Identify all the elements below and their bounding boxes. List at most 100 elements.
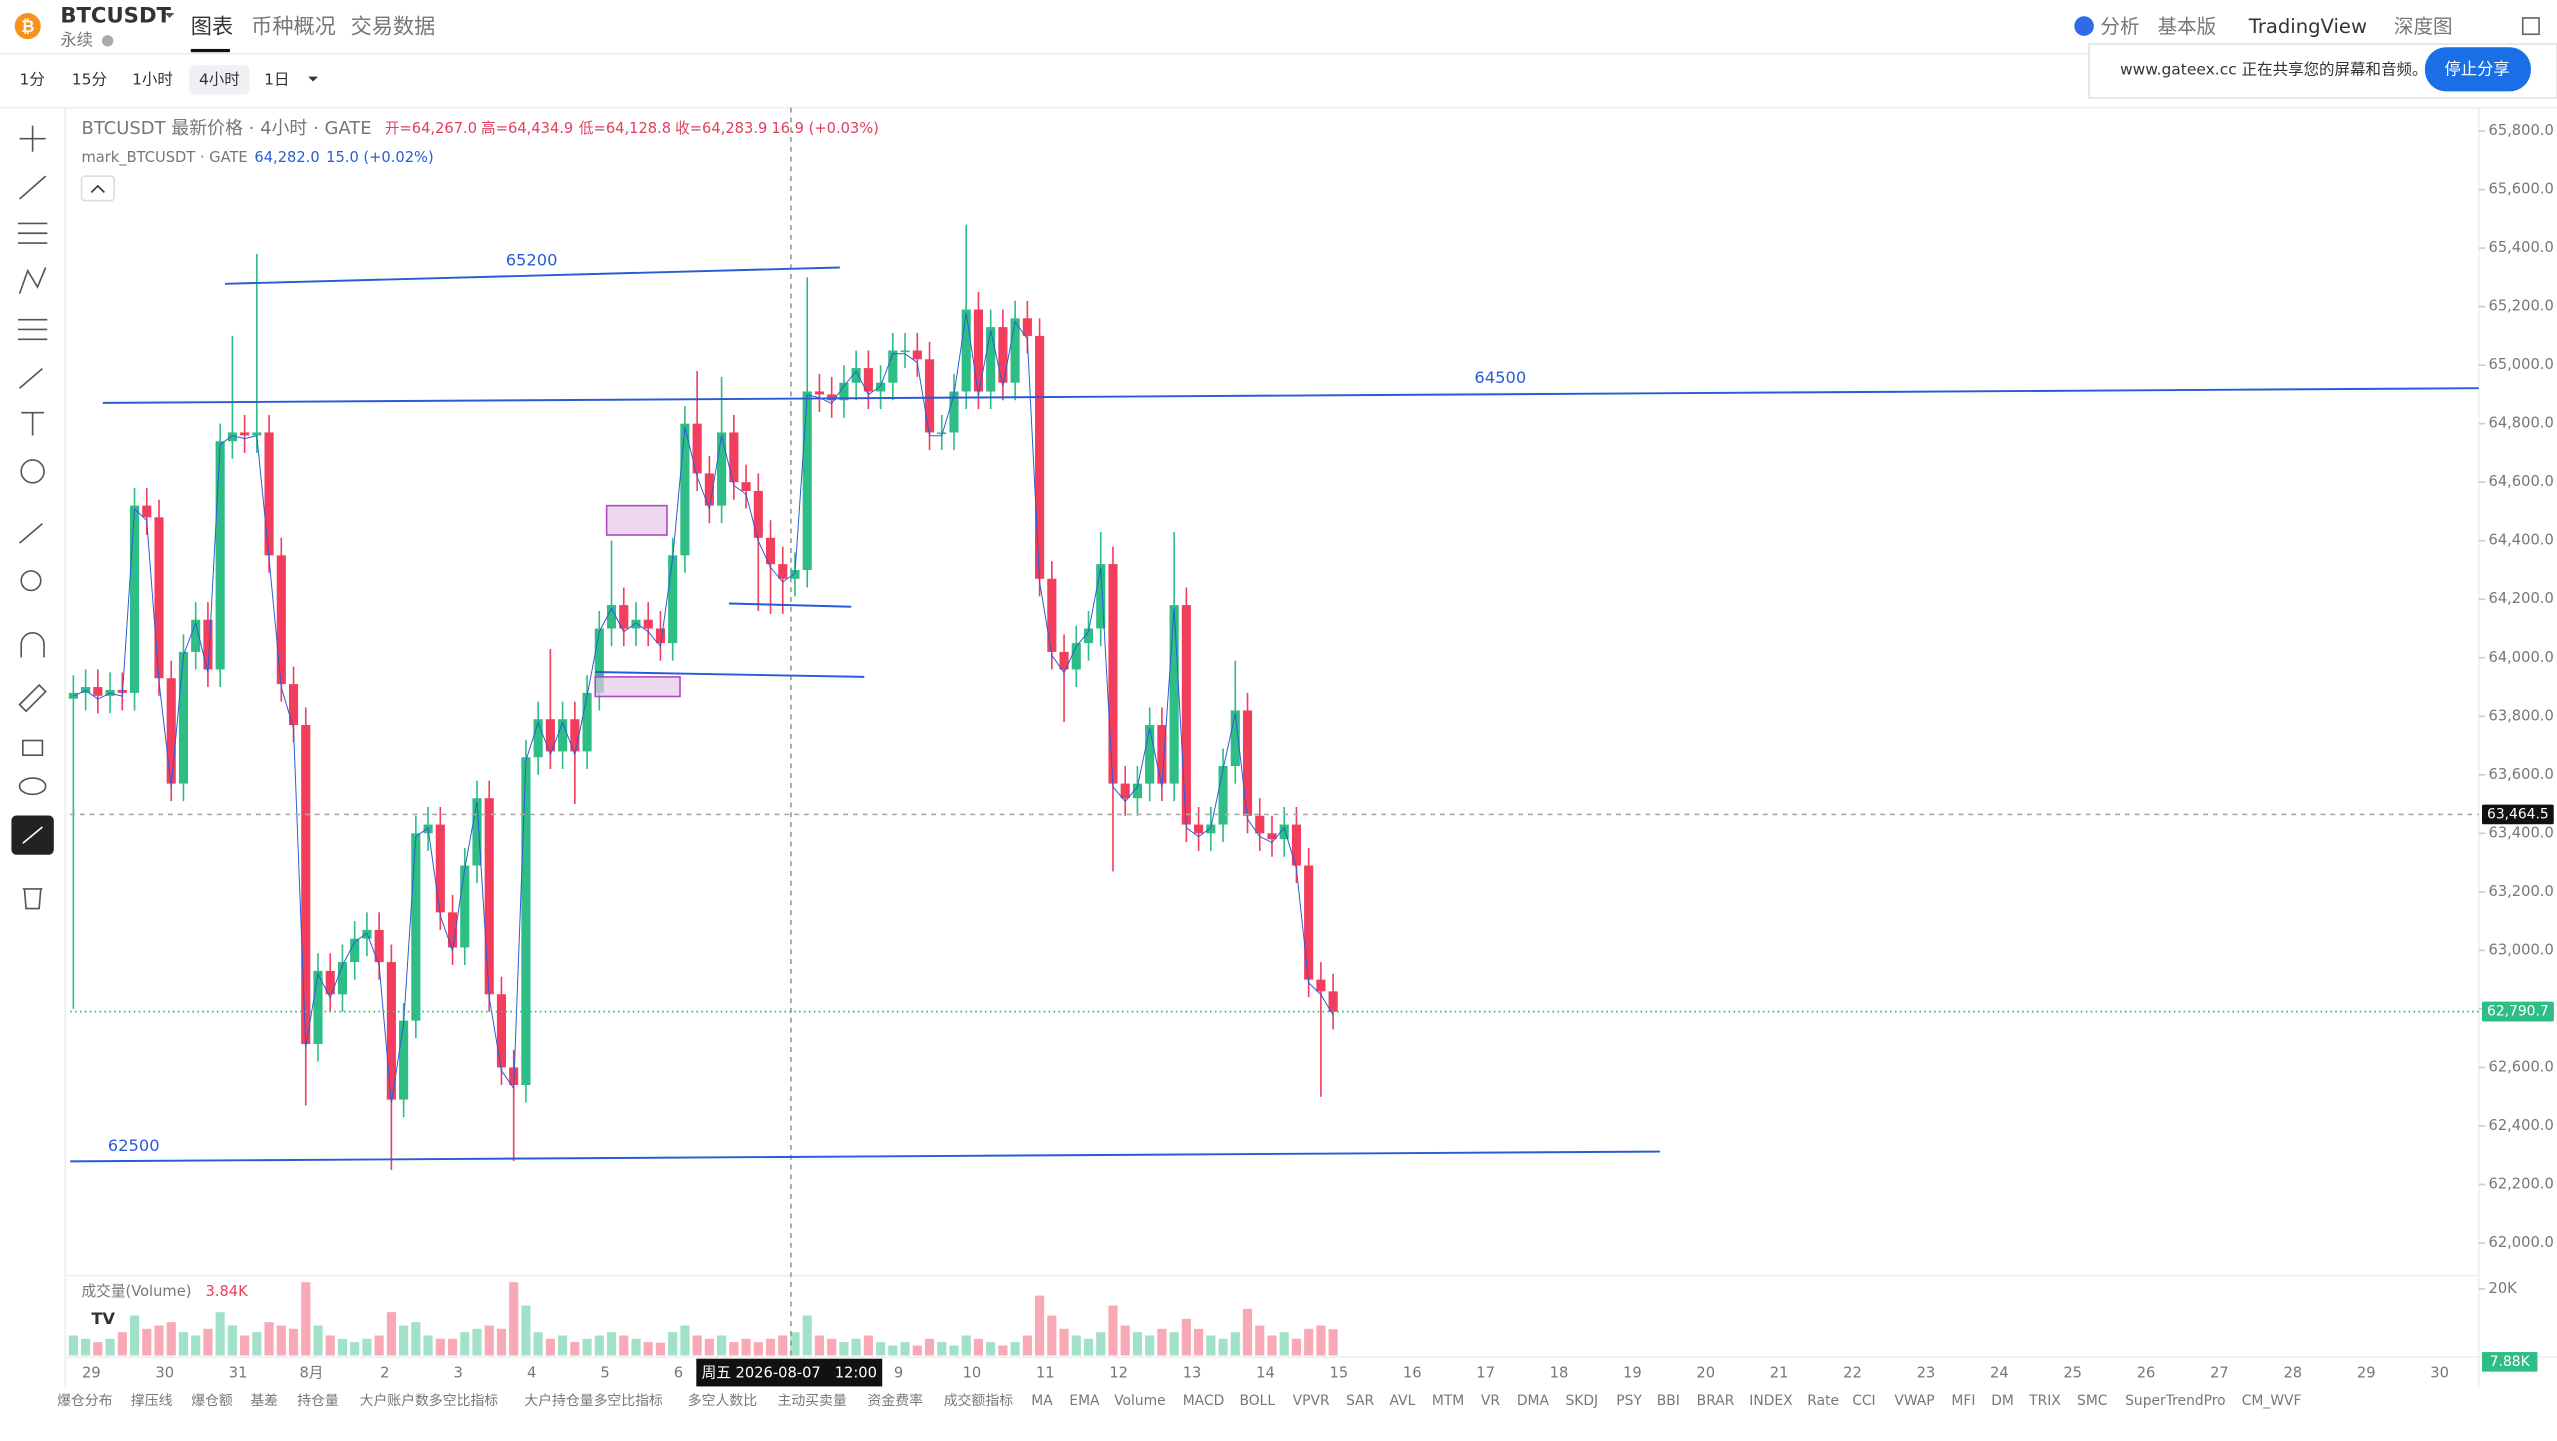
indicator[interactable]: BBI (1657, 1393, 1680, 1409)
indicator[interactable]: BOLL (1239, 1393, 1275, 1409)
interval[interactable]: 1分 (20, 70, 45, 88)
trend-line[interactable] (225, 266, 840, 285)
volume-bar (81, 1338, 91, 1356)
indicator[interactable]: Volume (1114, 1393, 1166, 1409)
stop-share-button[interactable] (2424, 47, 2531, 92)
rect-drawing[interactable] (605, 504, 668, 536)
tool-eye[interactable] (18, 777, 47, 796)
volume-bar (1083, 1338, 1094, 1356)
indicator[interactable]: MACD (1183, 1393, 1225, 1409)
y-tick-label: 63,000.0 (2489, 941, 2554, 958)
indicator[interactable]: DMA (1517, 1393, 1550, 1409)
candle-body (142, 505, 152, 518)
interval[interactable]: 1小时 (132, 70, 173, 88)
y-tick-label: 65,000.0 (2489, 356, 2554, 373)
nav[interactable]: 基本版 (2157, 15, 2216, 38)
tool-parallel[interactable] (17, 222, 48, 244)
volume-bar (142, 1328, 152, 1356)
candle-body (1132, 783, 1143, 799)
indicator[interactable]: 爆仓分布 (57, 1393, 113, 1409)
rect-drawing[interactable] (594, 676, 681, 698)
candle-body (619, 605, 629, 629)
candle-body (680, 423, 690, 556)
indicator[interactable]: SAR (1346, 1393, 1375, 1409)
indicator[interactable]: VPVR (1293, 1393, 1330, 1409)
collapse-button[interactable] (80, 175, 115, 202)
indicator[interactable]: Rate (1807, 1393, 1839, 1409)
indicator[interactable]: 大户账户数多空比指标 (360, 1392, 499, 1409)
candle-body (264, 432, 274, 556)
indicator[interactable]: MTM (1432, 1393, 1464, 1409)
candle-body (704, 473, 714, 506)
indicator[interactable]: 爆仓额 (191, 1393, 233, 1409)
tool-lock[interactable] (22, 739, 44, 757)
indicator[interactable]: 资金费率 (868, 1392, 924, 1409)
indicator[interactable]: SMC (2077, 1393, 2107, 1409)
indicator[interactable]: BRAR (1697, 1393, 1735, 1409)
indicator[interactable]: VWAP (1894, 1393, 1934, 1409)
tool-line[interactable] (19, 175, 47, 200)
stop-share-label[interactable]: 停止分享 (2445, 60, 2510, 79)
tool-fib[interactable] (17, 318, 48, 341)
x-tick-label: 29 (2357, 1364, 2376, 1381)
indicator[interactable]: CM_WVF (2242, 1393, 2302, 1409)
tool-emoji[interactable] (20, 459, 45, 484)
tool-crosshair[interactable] (19, 125, 46, 152)
volume-bar (227, 1325, 237, 1356)
indicator[interactable]: SKDJ (1565, 1393, 1598, 1409)
tool-trash[interactable] (22, 888, 43, 910)
tool-lock-draw[interactable] (18, 683, 47, 713)
tool-text[interactable] (21, 411, 45, 436)
tool-zoom[interactable] (20, 570, 42, 592)
indicator[interactable]: 撑压线 (131, 1393, 173, 1409)
x-tick-label: 13 (1183, 1364, 1202, 1381)
indicator[interactable]: 基差 (250, 1392, 278, 1409)
tab[interactable]: 交易数据 (351, 14, 436, 39)
volume-bar (973, 1338, 984, 1356)
trend-line[interactable] (728, 602, 852, 608)
indicator[interactable]: CCI (1852, 1393, 1875, 1409)
indicator[interactable]: MA (1031, 1393, 1053, 1409)
tool-magnet[interactable] (20, 632, 45, 658)
indicator[interactable]: INDEX (1749, 1393, 1793, 1409)
indicator[interactable]: MFI (1951, 1393, 1975, 1409)
indicator[interactable]: 大户持仓量多空比指标 (524, 1392, 663, 1409)
volume-bar (423, 1335, 433, 1356)
indicator[interactable]: DM (1991, 1393, 2014, 1409)
symbol[interactable]: BTCUSDT (60, 2, 171, 27)
indicator[interactable]: TRIX (2028, 1393, 2061, 1409)
tool-ruler[interactable] (19, 522, 43, 544)
indicator[interactable]: 持仓量 (297, 1393, 339, 1409)
tab[interactable]: 图表 (191, 14, 233, 39)
interval[interactable]: 4小时 (199, 70, 240, 88)
indicator[interactable]: 成交额指标 (944, 1392, 1013, 1409)
interval[interactable]: 15分 (72, 70, 107, 88)
nav[interactable]: 分析 (2100, 15, 2139, 38)
indicator[interactable]: SuperTrendPro (2125, 1393, 2226, 1409)
trend-line[interactable] (595, 671, 865, 678)
candle-body (325, 970, 335, 995)
fullscreen-icon[interactable] (2521, 17, 2540, 36)
indicator[interactable]: 主动买卖量 (777, 1393, 846, 1409)
volume-bar (1157, 1328, 1167, 1356)
tool-brush[interactable] (19, 368, 43, 389)
tab[interactable]: 币种概况 (251, 14, 336, 39)
trend-line[interactable] (70, 1150, 1661, 1163)
indicator[interactable]: PSY (1616, 1393, 1642, 1409)
x-tick-label: 4 (527, 1364, 536, 1381)
indicator[interactable]: AVL (1390, 1393, 1416, 1409)
candle-body (313, 970, 323, 1045)
candle-body (1022, 318, 1032, 336)
interval[interactable]: 1日 (264, 70, 289, 88)
indicator[interactable]: VR (1481, 1393, 1500, 1409)
candle-body (937, 432, 947, 435)
volume-bar (533, 1332, 543, 1356)
nav[interactable]: 深度图 (2394, 15, 2453, 38)
volume-bar (337, 1338, 348, 1356)
volume-bar (778, 1335, 788, 1356)
indicator[interactable]: EMA (1069, 1393, 1100, 1409)
trend-line[interactable] (102, 387, 2479, 404)
indicator[interactable]: 多空人数比 (688, 1392, 757, 1409)
nav[interactable]: TradingView (2248, 15, 2367, 38)
tool-pattern[interactable] (18, 267, 47, 294)
